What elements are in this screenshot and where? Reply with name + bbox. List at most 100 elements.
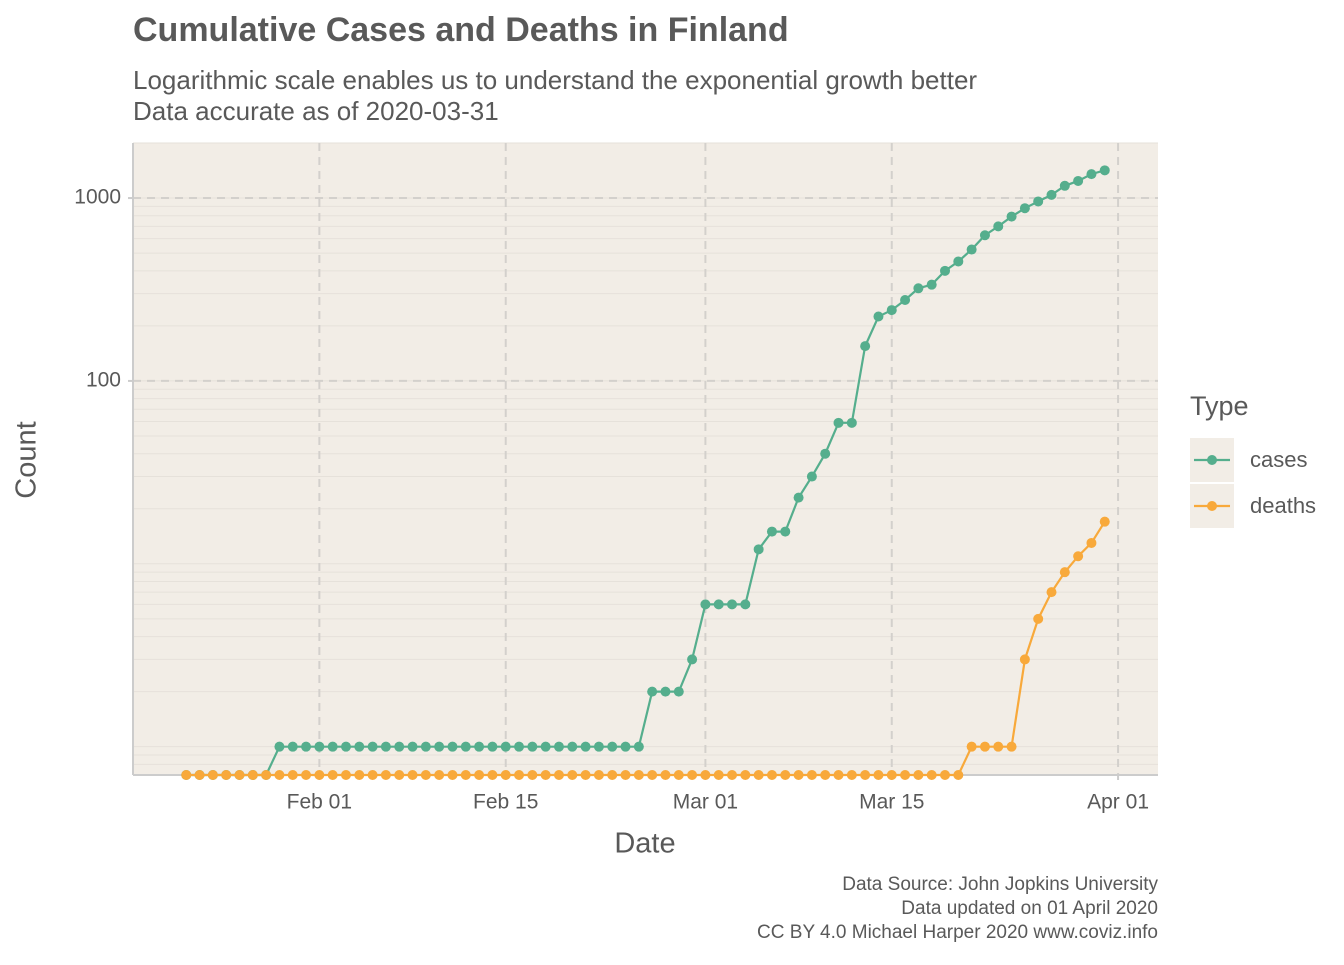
point	[913, 770, 924, 780]
point	[460, 741, 471, 752]
point	[886, 770, 897, 780]
point	[793, 770, 804, 780]
point	[979, 741, 990, 752]
legend-point	[1207, 455, 1217, 465]
x-tick-label: Feb 01	[287, 791, 352, 814]
point	[593, 741, 604, 752]
point	[940, 265, 951, 276]
y-tick-label: 100	[86, 368, 121, 391]
x-tick-label: Mar 15	[859, 791, 924, 814]
point	[314, 741, 325, 752]
point	[806, 770, 817, 780]
point	[487, 770, 498, 780]
point	[633, 741, 644, 752]
point	[607, 770, 618, 780]
point	[567, 741, 578, 752]
point	[1086, 537, 1097, 548]
point	[1046, 587, 1057, 598]
point	[367, 770, 378, 780]
point	[354, 770, 365, 780]
point	[1046, 189, 1057, 200]
point	[647, 686, 658, 697]
point	[713, 599, 724, 610]
point	[367, 741, 378, 752]
point	[247, 770, 258, 780]
point	[1006, 211, 1017, 222]
point	[514, 770, 525, 780]
point	[447, 741, 458, 752]
point	[793, 492, 804, 503]
x-tick-label: Feb 15	[473, 791, 538, 814]
point	[580, 741, 591, 752]
plot-panel	[133, 143, 1158, 775]
point	[766, 526, 777, 537]
point	[953, 256, 964, 267]
point	[1033, 613, 1044, 624]
point	[1073, 175, 1084, 186]
point	[327, 770, 338, 780]
series-line	[186, 169, 1106, 777]
point	[474, 770, 485, 780]
point	[314, 770, 325, 780]
point	[434, 770, 445, 780]
point	[274, 741, 285, 752]
point	[340, 770, 351, 780]
point	[487, 741, 498, 752]
point	[727, 770, 738, 780]
y-tick-label: 1000	[74, 186, 121, 209]
point	[660, 686, 671, 697]
point	[261, 770, 272, 780]
point	[207, 770, 218, 780]
point	[860, 341, 871, 352]
chart-title: Cumulative Cases and Deaths in Finland	[133, 11, 789, 49]
point	[1086, 169, 1097, 180]
point	[873, 770, 884, 780]
point	[1099, 516, 1110, 527]
point	[753, 544, 764, 555]
point	[660, 770, 671, 780]
point	[900, 770, 911, 780]
point	[753, 770, 764, 780]
point	[820, 770, 831, 780]
point	[447, 770, 458, 780]
point	[833, 417, 844, 428]
point	[700, 599, 711, 610]
point	[673, 770, 684, 780]
point	[846, 417, 857, 428]
point	[1073, 551, 1084, 562]
point	[953, 770, 964, 780]
point	[553, 770, 564, 780]
point	[274, 770, 285, 780]
point	[900, 295, 911, 306]
point	[301, 741, 312, 752]
point	[500, 770, 511, 780]
point	[806, 471, 817, 482]
point	[780, 526, 791, 537]
point	[580, 770, 591, 780]
y-axis-label: Count	[11, 421, 43, 498]
point	[727, 599, 738, 610]
legend-label: cases	[1250, 447, 1307, 472]
point	[407, 770, 418, 780]
point	[966, 244, 977, 255]
point	[540, 770, 551, 780]
point	[407, 741, 418, 752]
subtitle: Data accurate as of 2020-03-31	[133, 96, 499, 126]
point	[194, 770, 205, 780]
point	[1059, 567, 1070, 578]
point	[1099, 165, 1110, 176]
point	[607, 741, 618, 752]
point	[540, 741, 551, 752]
point	[926, 770, 937, 780]
point	[460, 770, 471, 780]
point	[234, 770, 245, 780]
point	[327, 741, 338, 752]
point	[633, 770, 644, 780]
point	[474, 741, 485, 752]
point	[993, 221, 1004, 232]
point	[993, 741, 1004, 752]
point	[966, 741, 977, 752]
point	[394, 741, 405, 752]
point	[553, 741, 564, 752]
